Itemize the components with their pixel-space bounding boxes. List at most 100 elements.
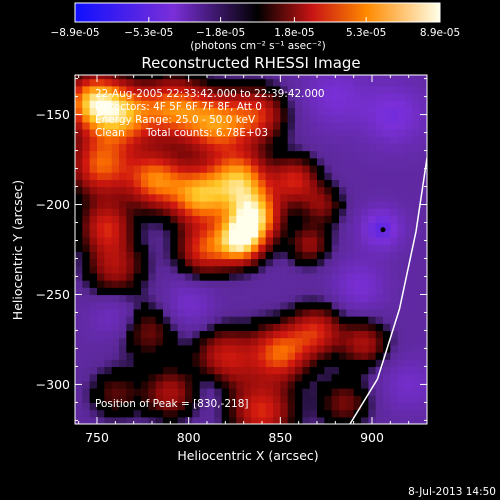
heatmap-cell — [104, 323, 113, 332]
heatmap-cell — [324, 409, 333, 418]
heatmap-cell — [419, 359, 427, 368]
heatmap-cell — [163, 157, 171, 166]
heatmap-cell — [89, 85, 98, 94]
heatmap-cell — [295, 143, 303, 152]
heatmap-cell — [397, 229, 406, 238]
heatmap-cell — [199, 78, 208, 87]
heatmap-cell — [375, 186, 384, 195]
heatmap-cell — [346, 229, 355, 238]
heatmap-cell — [397, 395, 406, 404]
heatmap-cell — [390, 366, 399, 375]
heatmap-cell — [375, 280, 384, 288]
heatmap-cell — [390, 316, 399, 324]
heatmap-cell — [243, 301, 252, 310]
heatmap-cell — [192, 200, 201, 209]
heatmap-cell — [126, 222, 135, 231]
heatmap-cell — [75, 409, 83, 418]
heatmap-cell — [104, 157, 113, 166]
heatmap-cell — [295, 128, 303, 137]
heatmap-cell — [89, 164, 98, 173]
heatmap-cell — [141, 85, 149, 94]
heatmap-cell — [133, 186, 142, 195]
heatmap-cell — [390, 409, 399, 418]
heatmap-cell — [97, 272, 105, 281]
heatmap-cell — [141, 323, 149, 332]
heatmap-cell — [353, 200, 362, 209]
heatmap-cell — [163, 200, 171, 209]
heatmap-cell — [192, 222, 201, 231]
heatmap-cell — [346, 330, 355, 339]
heatmap-cell — [97, 244, 105, 252]
heatmap-cell — [214, 409, 223, 418]
heatmap-cell — [236, 85, 245, 94]
heatmap-cell — [111, 366, 120, 375]
heatmap-cell — [192, 100, 201, 108]
heatmap-cell — [302, 388, 311, 396]
heatmap-cell — [353, 244, 362, 252]
heatmap-cell — [163, 229, 171, 238]
heatmap-cell — [339, 193, 347, 202]
heatmap-cell — [397, 280, 406, 288]
heatmap-cell — [119, 416, 127, 424]
heatmap-cell — [412, 136, 421, 144]
heatmap-cell — [375, 409, 384, 418]
heatmap-cell — [89, 75, 98, 80]
heatmap-cell — [185, 229, 193, 238]
heatmap-cell — [361, 229, 369, 238]
heatmap-cell — [75, 244, 83, 252]
heatmap-cell — [192, 75, 201, 80]
heatmap-cell — [419, 265, 427, 274]
heatmap-cell — [141, 373, 149, 382]
heatmap-cell — [258, 200, 267, 209]
heatmap-cell — [412, 114, 421, 123]
heatmap-cell — [405, 366, 413, 375]
heatmap-cell — [383, 215, 391, 224]
heatmap-cell — [390, 114, 399, 123]
heatmap-cell — [339, 373, 347, 382]
heatmap-cell — [177, 136, 186, 144]
heatmap-cell — [133, 229, 142, 238]
heatmap-cell — [82, 251, 91, 260]
heatmap-cell — [273, 229, 281, 238]
heatmap-cell — [361, 337, 369, 346]
heatmap-cell — [273, 402, 281, 411]
heatmap-cell — [236, 136, 245, 144]
heatmap-cell — [383, 186, 391, 195]
heatmap-cell — [339, 416, 347, 424]
heatmap-cell — [97, 352, 105, 360]
heatmap-cell — [397, 114, 406, 123]
heatmap-cell — [207, 100, 215, 108]
heatmap-cell — [295, 366, 303, 375]
heatmap-cell — [309, 402, 318, 411]
heatmap-cell — [192, 280, 201, 288]
heatmap-cell — [75, 143, 83, 152]
heatmap-cell — [353, 179, 362, 188]
heatmap-cell — [229, 78, 237, 87]
heatmap-cell — [346, 208, 355, 216]
heatmap-cell — [221, 193, 230, 202]
heatmap-cell — [324, 280, 333, 288]
heatmap-cell — [148, 157, 157, 166]
heatmap-cell — [309, 92, 318, 101]
heatmap-cell — [133, 366, 142, 375]
heatmap-cell — [104, 179, 113, 188]
heatmap-cell — [368, 294, 377, 303]
heatmap-cell — [397, 136, 406, 144]
heatmap-cell — [177, 280, 186, 288]
colorbar-tick-label: 8.9e-05 — [420, 27, 460, 39]
heatmap-cell — [236, 186, 245, 195]
heatmap-cell — [185, 215, 193, 224]
heatmap-cell — [214, 150, 223, 159]
heatmap-cell — [295, 150, 303, 159]
heatmap-cell — [405, 92, 413, 101]
heatmap-cell — [265, 344, 274, 353]
heatmap-cell — [265, 373, 274, 382]
heatmap-cell — [89, 186, 98, 195]
heatmap-cell — [155, 280, 164, 288]
heatmap-cell — [368, 157, 377, 166]
heatmap-cell — [170, 265, 179, 274]
heatmap-cell — [280, 222, 289, 231]
heatmap-cell — [155, 359, 164, 368]
heatmap-cell — [375, 272, 384, 281]
heatmap-cell — [361, 280, 369, 288]
